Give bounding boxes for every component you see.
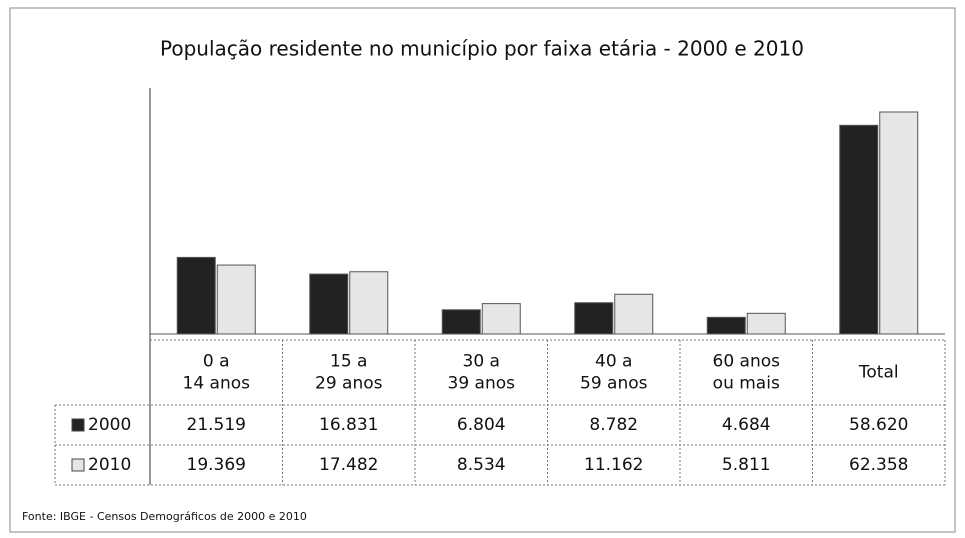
label-line: 15 a	[330, 352, 367, 372]
value-label: 5.811	[722, 455, 771, 475]
x-tick-label: 15 a 29 anos	[315, 352, 383, 394]
legend-label: 2010	[88, 455, 131, 475]
value-label: 17.482	[319, 455, 378, 475]
bar	[481, 303, 521, 335]
value-label: 16.831	[319, 415, 378, 435]
label-line: 59 anos	[580, 374, 648, 394]
value-label: 19.369	[187, 455, 246, 475]
x-tick-label: 60 anos ou mais	[713, 352, 781, 394]
legend-swatch	[71, 418, 85, 432]
bar	[839, 124, 879, 335]
legend-label: 2000	[88, 415, 131, 435]
bar	[176, 256, 216, 335]
x-tick-label: 40 a 59 anos	[580, 352, 648, 394]
value-label: 21.519	[187, 415, 246, 435]
bar	[706, 316, 746, 335]
value-label: 58.620	[849, 415, 908, 435]
value-label: 11.162	[584, 455, 643, 475]
label-line: 40 a	[595, 352, 632, 372]
value-label: 8.534	[457, 455, 506, 475]
source-note: Fonte: IBGE - Censos Demográficos de 200…	[22, 510, 307, 523]
label-line: 39 anos	[448, 374, 516, 394]
value-label: 8.782	[589, 415, 638, 435]
bar	[441, 309, 481, 335]
label-line: 0 a	[203, 352, 230, 372]
value-label: 4.684	[722, 415, 771, 435]
label-line: 29 anos	[315, 374, 383, 394]
bar	[746, 312, 786, 335]
label-line: 60 anos	[713, 352, 781, 372]
x-tick-label: 30 a 39 anos	[448, 352, 516, 394]
chart-title: População residente no município por fai…	[160, 37, 804, 61]
bar	[309, 273, 349, 335]
legend-swatch	[71, 458, 85, 472]
bar	[349, 271, 389, 335]
chart-border	[9, 7, 956, 533]
value-label: 62.358	[849, 455, 908, 475]
bar	[614, 293, 654, 335]
label-line: ou mais	[713, 374, 780, 394]
label-line: 30 a	[463, 352, 500, 372]
value-label: 6.804	[457, 415, 506, 435]
bar	[879, 111, 919, 335]
label-line: 14 anos	[183, 374, 251, 394]
bar	[574, 302, 614, 335]
bar	[216, 264, 256, 335]
x-tick-label: Total	[858, 363, 899, 383]
x-tick-label: 0 a 14 anos	[183, 352, 251, 394]
